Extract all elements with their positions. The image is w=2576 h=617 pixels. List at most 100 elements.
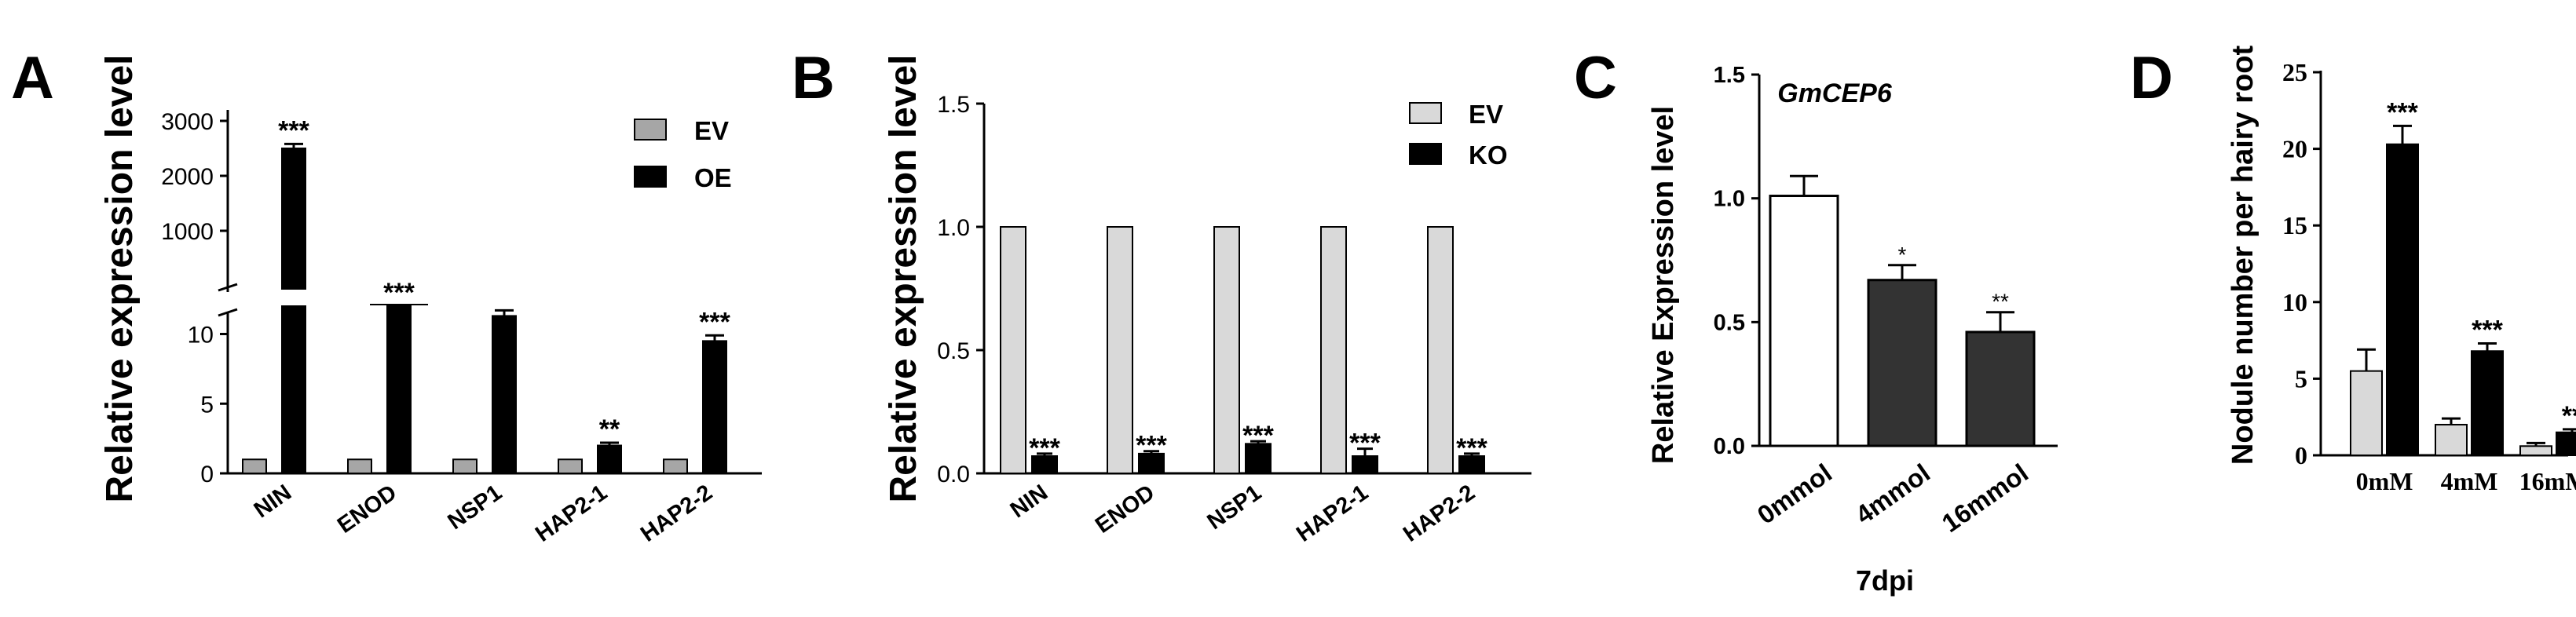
- panel-a-legend: EV OE: [634, 116, 732, 192]
- panel-a-y-ticks: 0 5 10 1000 2000 3000: [161, 109, 228, 487]
- panel-a: A Relative expression level 0 5 10 1000 2000…: [11, 45, 762, 547]
- panel-d-significance: ***: [2387, 97, 2418, 127]
- panel-d-bar-light: [2519, 445, 2552, 457]
- panel-b-significance: ***: [1349, 429, 1381, 458]
- panel-c-category-label: 0mmol: [1752, 458, 1837, 529]
- panel-b-bar-ko: [1138, 452, 1165, 475]
- panel-c-xlabel: 7dpi: [1856, 564, 1914, 597]
- panel-b-category-label: NSP1: [1203, 480, 1266, 535]
- panel-b-letter: B: [792, 45, 835, 111]
- panel-a-category-labels: NIN ENOD NSP1 HAP2-1 HAP2-2: [250, 480, 717, 547]
- panel-a-category-label: NSP1: [444, 480, 507, 535]
- legend-swatch-ev: [1409, 102, 1442, 124]
- panel-d-letter: D: [2130, 45, 2173, 111]
- panel-a-bar-ev: [558, 458, 583, 474]
- panel-c-y-ticks: 0.0 0.5 1.0 1.5: [1714, 63, 1759, 459]
- panel-a-significance: **: [599, 414, 620, 444]
- panel-b-category-label: HAP2-1: [1292, 480, 1373, 547]
- panel-d-category-label: 16mM: [2519, 467, 2576, 495]
- panel-b-legend-ko: KO: [1469, 141, 1508, 170]
- panel-c: C GmCEP6 Relative Expression level 0.00.…: [1574, 45, 2058, 597]
- panel-a-significance: ***: [278, 115, 309, 145]
- panel-b-bar-ev: [1107, 226, 1133, 474]
- panel-b-bar-ko: [1352, 455, 1378, 475]
- panel-b-significance: ***: [1242, 421, 1274, 451]
- panel-a-category-label: HAP2-1: [531, 480, 612, 547]
- legend-swatch-ko: [1409, 143, 1442, 165]
- panel-a-bar-oe-upper: [281, 148, 306, 290]
- panel-c-bar: [1769, 195, 1839, 447]
- panel-b-significance: ***: [1136, 431, 1167, 461]
- panel-a-significance: ***: [699, 307, 730, 337]
- panel-a-bar-ev: [347, 458, 372, 474]
- panel-b-legend-ev: EV: [1469, 100, 1503, 129]
- panel-a-bar-oe: [281, 305, 306, 474]
- panel-a-legend-ev: EV: [694, 116, 729, 145]
- panel-a-ytick-label: 3000: [161, 109, 214, 135]
- panel-d-ytick-label: 5: [2295, 364, 2307, 392]
- panel-b-bars: *** *** *** *** ***: [1000, 226, 1488, 475]
- panel-b-ytick-label: 0.5: [937, 338, 970, 364]
- panel-d-bar-dark: [2386, 143, 2419, 457]
- panel-a-bar-oe: [702, 340, 727, 474]
- panel-c-ytick-label: 1.5: [1714, 63, 1745, 88]
- panel-d-ytick-label: 10: [2282, 288, 2307, 316]
- panel-a-ytick-label: 5: [200, 392, 214, 418]
- panel-d-ytick-label: 15: [2282, 211, 2307, 239]
- panel-a-bar-ev: [663, 458, 688, 474]
- panel-c-category-label: 16mmol: [1937, 458, 2033, 538]
- panel-b-significance: ***: [1456, 433, 1487, 463]
- panel-a-legend-oe: OE: [694, 163, 732, 192]
- panel-d-bar-dark: [2556, 431, 2576, 456]
- panel-c-ytick-label: 0.5: [1714, 310, 1745, 335]
- panel-c-title: GmCEP6: [1777, 78, 1893, 108]
- panel-c-ylabel: Relative Expression level: [1647, 106, 1680, 464]
- panel-a-significance: ***: [383, 278, 415, 308]
- panel-c-ytick-label: 1.0: [1714, 187, 1745, 212]
- panel-a-category-label: HAP2-2: [636, 480, 717, 547]
- panel-c-letter: C: [1574, 45, 1617, 111]
- panel-d-bars: ********: [2350, 97, 2576, 457]
- panel-a-bar-ev: [452, 458, 478, 474]
- legend-swatch-ev: [634, 119, 667, 141]
- panel-b-ytick-label: 1.5: [937, 92, 970, 118]
- panel-a-axis-break-top: [218, 283, 238, 292]
- panel-d-ytick-label: 0: [2295, 441, 2307, 469]
- panel-d-ytick-label: 25: [2282, 58, 2307, 86]
- panel-a-ylabel: Relative expression level: [99, 55, 141, 503]
- panel-b-bar-ev: [1213, 226, 1240, 474]
- panel-a-bar-oe: [386, 305, 412, 474]
- panel-a-bar-oe: [597, 444, 622, 474]
- panel-a-bar-oe: [492, 315, 517, 474]
- panel-a-ytick-label: 1000: [161, 219, 214, 245]
- panel-d-bar-dark: [2471, 350, 2504, 456]
- panel-c-bar: [1965, 330, 2036, 447]
- panel-d-category-labels: 0mM 4mM 16mM: [2356, 467, 2576, 495]
- panel-d-category-label: 4mM: [2441, 467, 2498, 495]
- panel-d-ytick-label: 20: [2282, 135, 2307, 163]
- panel-a-ytick-label: 0: [200, 462, 214, 487]
- panel-b-category-labels: NIN ENOD NSP1 HAP2-1 HAP2-2: [1006, 480, 1480, 547]
- panel-b-bar-ev: [1320, 226, 1347, 474]
- panel-b-legend: EV KO: [1409, 100, 1508, 170]
- panel-b-ytick-label: 1.0: [937, 215, 970, 241]
- panel-d-bar-light: [2435, 423, 2468, 457]
- panel-d-category-label: 0mM: [2356, 467, 2413, 495]
- panel-a-letter: A: [11, 45, 54, 111]
- panel-c-category-label: 4mmol: [1850, 458, 1935, 529]
- panel-a-bar-ev: [242, 458, 267, 474]
- panel-d-bar-light: [2350, 370, 2383, 457]
- legend-swatch-oe: [634, 166, 667, 188]
- panel-a-ytick-label: 2000: [161, 164, 214, 190]
- panel-a-ytick-label: 10: [188, 323, 214, 349]
- panel-b-category-label: HAP2-2: [1399, 480, 1480, 547]
- panel-b-bar-ko: [1245, 443, 1272, 475]
- panel-c-significance: **: [1992, 290, 2009, 314]
- panel-b-ylabel: Relative expression level: [883, 55, 924, 503]
- panel-d-significance: **: [2562, 401, 2576, 431]
- panel-c-ytick-label: 0.0: [1714, 434, 1745, 459]
- panel-c-significance: *: [1898, 243, 1907, 267]
- panel-b-category-label: ENOD: [1091, 480, 1159, 539]
- panel-c-bars: ***: [1769, 174, 2036, 447]
